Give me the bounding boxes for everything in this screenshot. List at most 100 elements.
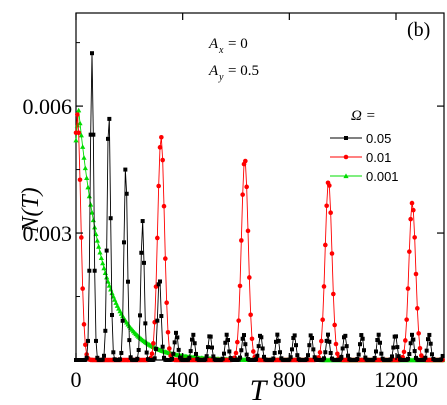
data-point [83, 357, 88, 362]
legend-entry-0.001: 0.001 [330, 169, 399, 184]
data-point [75, 112, 80, 117]
data-point [127, 338, 132, 343]
data-point [108, 216, 113, 221]
data-point [119, 350, 124, 355]
data-point [160, 157, 165, 163]
data-point [320, 317, 325, 323]
data-point [88, 132, 93, 137]
data-point [372, 356, 377, 361]
data-point [388, 357, 393, 362]
data-point [251, 349, 256, 354]
data-point [244, 184, 249, 190]
x-tick-label: 1200 [374, 367, 418, 392]
data-point [245, 228, 251, 234]
data-point [85, 184, 91, 190]
legend-title: Ω = [351, 108, 376, 124]
data-point [188, 349, 193, 354]
data-point [404, 317, 409, 322]
data-point [220, 356, 225, 361]
data-point [394, 334, 398, 339]
data-point [242, 333, 246, 338]
data-point [378, 340, 382, 345]
data-point [87, 268, 92, 273]
data-point [304, 357, 309, 362]
data-point [144, 350, 149, 355]
data-point [249, 336, 255, 342]
data-point [154, 346, 158, 351]
data-point [290, 347, 294, 352]
data-point [89, 209, 95, 215]
x-axis-label: T [250, 374, 269, 405]
annotation-ay: A y = 0.5 [208, 63, 259, 83]
x-tick-label: 800 [273, 367, 306, 392]
data-point [278, 350, 282, 355]
data-point [340, 346, 345, 351]
data-point [376, 332, 381, 337]
data-point [239, 348, 244, 353]
data-point [317, 350, 323, 355]
data-point [191, 332, 196, 337]
data-point [338, 357, 342, 362]
data-point [328, 350, 333, 355]
data-point [167, 346, 172, 351]
data-point [396, 354, 401, 359]
data-point [360, 336, 365, 341]
data-point [324, 203, 329, 209]
data-point [324, 338, 329, 343]
data-point [235, 339, 240, 345]
data-point [101, 265, 107, 271]
data-point [80, 286, 85, 291]
data-point [106, 136, 110, 141]
data-point [332, 322, 337, 328]
data-point [224, 332, 229, 337]
data-point [171, 351, 176, 356]
data-point [98, 255, 104, 261]
data-point [107, 116, 112, 121]
data-point [379, 351, 384, 356]
data-point [326, 332, 330, 337]
data-point [375, 338, 380, 343]
annotation-ax-main: A [208, 36, 219, 52]
data-point [95, 355, 100, 360]
data-point [343, 333, 348, 338]
data-point [410, 332, 414, 337]
data-point [355, 357, 360, 362]
data-point [187, 355, 192, 360]
data-point [243, 158, 248, 164]
data-point [333, 341, 339, 347]
data-point [77, 120, 83, 126]
legend-marker [343, 173, 349, 179]
data-point [233, 350, 239, 356]
data-point [291, 335, 296, 340]
legend-label: 0.01 [366, 150, 391, 165]
data-point [329, 251, 335, 256]
data-point [139, 250, 144, 255]
data-point [138, 313, 142, 318]
data-point [176, 347, 181, 352]
annotation-ax: A x = 0 [208, 36, 248, 56]
data-point [88, 201, 94, 207]
data-point [406, 356, 410, 361]
data-point [194, 351, 198, 356]
data-point [157, 145, 163, 150]
data-point [190, 337, 194, 342]
data-point [403, 338, 408, 343]
legend-entry-0.05: 0.05 [330, 131, 391, 146]
data-point [83, 342, 88, 348]
series-layer [73, 51, 446, 363]
data-point [328, 210, 333, 216]
data-point [244, 352, 249, 357]
data-point [427, 332, 432, 337]
data-point [321, 284, 327, 289]
data-point [206, 345, 210, 350]
data-point [256, 344, 261, 349]
annotation-ax-sub: x [218, 45, 224, 56]
data-point [174, 330, 178, 335]
data-point [227, 349, 232, 354]
data-point [440, 353, 445, 358]
data-point [226, 338, 230, 343]
data-point [276, 338, 281, 343]
data-point [203, 357, 208, 362]
data-point [100, 260, 106, 266]
data-point [111, 350, 116, 355]
